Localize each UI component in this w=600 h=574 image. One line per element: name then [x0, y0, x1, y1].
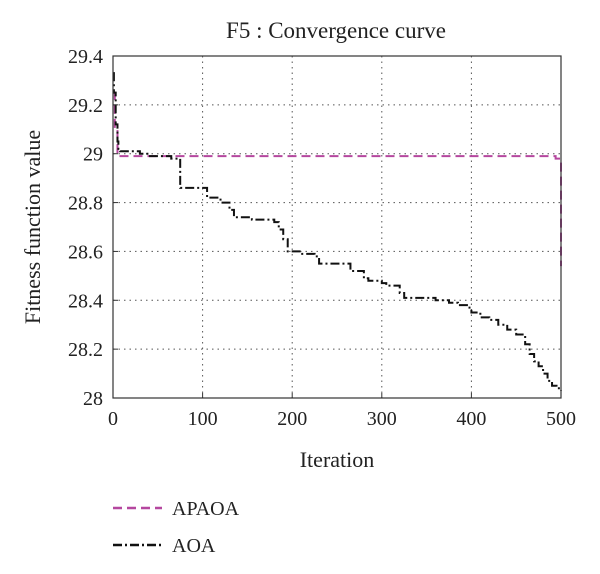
y-tick-label-5: 29 — [83, 144, 103, 166]
x-tick-label-5: 500 — [546, 408, 576, 430]
x-tick-label-2: 200 — [277, 408, 307, 430]
y-tick-label-7: 29.4 — [68, 46, 103, 68]
y-tick-label-1: 28.2 — [68, 339, 103, 361]
grid-lines — [113, 56, 561, 398]
legend: APAOA AOA — [113, 498, 240, 557]
x-tick-label-0: 0 — [108, 408, 118, 430]
y-axis-label: Fitness function value — [20, 130, 45, 324]
series-line-aoa — [112, 72, 562, 391]
y-tick-label-2: 28.4 — [68, 290, 103, 312]
x-tick-label-4: 400 — [456, 408, 486, 430]
y-tick-label-6: 29.2 — [68, 95, 103, 117]
chart-title: F5 : Convergence curve — [226, 18, 446, 43]
y-tick-label-3: 28.6 — [68, 241, 103, 263]
series-lines — [112, 72, 562, 391]
tick-labels: 0 100 200 300 400 500 28 28.2 28.4 28.6 28.8 29 29.2… — [68, 46, 576, 430]
y-tick-label-4: 28.8 — [68, 193, 103, 215]
plot-frame — [112, 55, 562, 399]
x-tick-label-1: 100 — [188, 408, 218, 430]
legend-label-apaoa: APAOA — [172, 498, 240, 520]
y-tick-label-0: 28 — [83, 388, 103, 410]
legend-label-aoa: AOA — [172, 535, 216, 557]
x-axis-label: Iteration — [300, 447, 375, 472]
x-tick-label-3: 300 — [367, 408, 397, 430]
